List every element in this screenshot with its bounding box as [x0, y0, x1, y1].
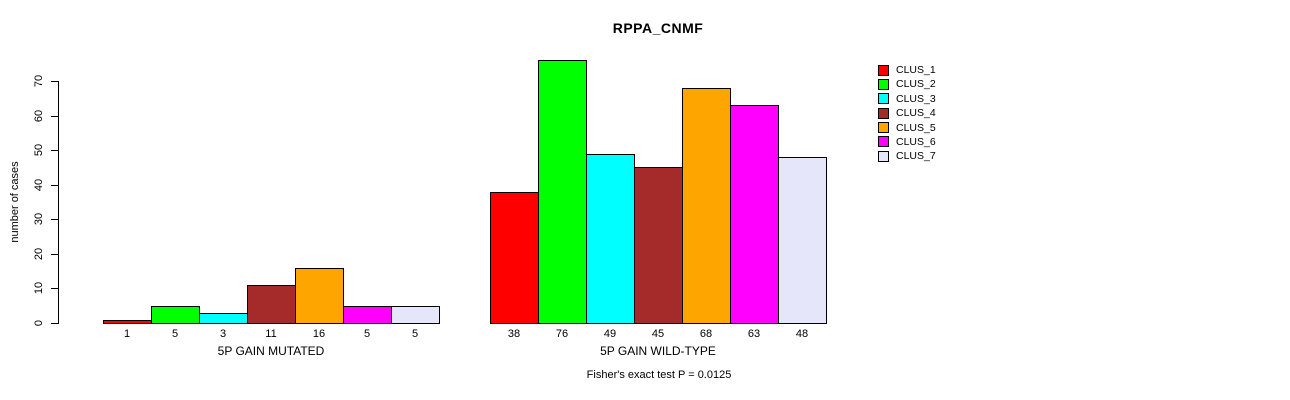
legend-item: CLUS_7	[878, 150, 936, 162]
bar-value-label: 5	[411, 328, 419, 340]
y-tick-mark	[51, 150, 59, 152]
bar-clus_5	[295, 268, 344, 324]
bar-value-label: 76	[555, 328, 569, 340]
bar-clus_7	[391, 306, 440, 324]
legend-item: CLUS_5	[878, 122, 936, 134]
bar-value-label: 11	[265, 328, 277, 340]
legend-swatch	[878, 93, 889, 105]
bar-value-label: 1	[123, 328, 131, 340]
bar-value-label: 49	[603, 328, 617, 340]
bar-clus_3	[199, 313, 248, 324]
legend-item: CLUS_4	[878, 107, 936, 119]
legend-item: CLUS_1	[878, 64, 936, 76]
y-tick-mark	[51, 184, 59, 186]
bar-clus_7	[778, 157, 827, 324]
legend-label: CLUS_6	[896, 135, 936, 148]
y-tick-mark	[51, 81, 59, 82]
y-axis-line	[58, 81, 59, 324]
y-tick-label: 10	[33, 282, 45, 295]
y-tick-label: 70	[33, 74, 45, 88]
y-tick-label: 40	[33, 178, 45, 191]
bar-value-label: 63	[747, 328, 761, 340]
bar-clus_3	[586, 154, 635, 324]
chart-title: RPPA_CNMF	[612, 20, 704, 36]
legend-swatch	[878, 122, 889, 134]
bar-value-label: 38	[507, 328, 521, 340]
bar-clus_1	[490, 192, 539, 324]
bar-clus_4	[247, 285, 296, 324]
bar-value-label: 5	[171, 328, 179, 340]
y-tick-label: 0	[33, 319, 45, 327]
bar-value-label: 48	[795, 328, 809, 340]
legend-item: CLUS_2	[878, 78, 936, 90]
legend-item: CLUS_6	[878, 136, 936, 148]
y-tick-mark	[51, 115, 59, 117]
bar-clus_6	[730, 105, 779, 324]
bar-clus_1	[103, 320, 152, 324]
bar-clus_2	[151, 306, 200, 324]
legend-swatch	[878, 150, 889, 162]
legend-swatch	[878, 136, 889, 148]
fisher-test-annotation: Fisher's exact test P = 0.0125	[586, 369, 732, 381]
legend-item: CLUS_3	[878, 93, 936, 105]
legend-label: CLUS_5	[896, 121, 936, 134]
bar-clus_5	[682, 88, 731, 324]
y-tick-label: 60	[33, 109, 45, 122]
legend-label: CLUS_1	[896, 64, 936, 76]
bar-value-label: 5	[363, 328, 371, 340]
y-tick-label: 20	[33, 247, 45, 260]
legend-swatch	[878, 64, 889, 76]
legend-label: CLUS_4	[896, 107, 936, 120]
bar-value-label: 3	[219, 328, 227, 340]
y-tick-label: 30	[33, 213, 45, 226]
legend-label: CLUS_7	[896, 150, 936, 163]
bar-clus_4	[634, 167, 683, 324]
x-group-label: 5P GAIN WILD-TYPE	[600, 344, 716, 358]
y-tick-mark	[51, 253, 59, 255]
y-tick-mark	[51, 288, 59, 290]
bar-value-label: 45	[651, 328, 665, 340]
bar-clus_2	[538, 60, 587, 324]
x-group-label: 5P GAIN MUTATED	[217, 344, 325, 358]
legend-swatch	[878, 78, 889, 90]
y-tick-label: 50	[33, 144, 45, 157]
legend-label: CLUS_3	[896, 92, 936, 105]
y-tick-mark	[51, 219, 59, 221]
legend-swatch	[878, 107, 889, 119]
bar-value-label: 68	[699, 328, 713, 340]
legend-label: CLUS_2	[896, 78, 936, 91]
y-tick-mark	[51, 323, 59, 324]
bar-clus_6	[343, 306, 392, 324]
legend: CLUS_1 CLUS_2 CLUS_3 CLUS_4 CLUS_5 CLUS_6 CLUS…	[878, 64, 936, 165]
bar-value-label: 16	[312, 328, 326, 340]
y-axis-title: number of cases	[9, 161, 21, 243]
